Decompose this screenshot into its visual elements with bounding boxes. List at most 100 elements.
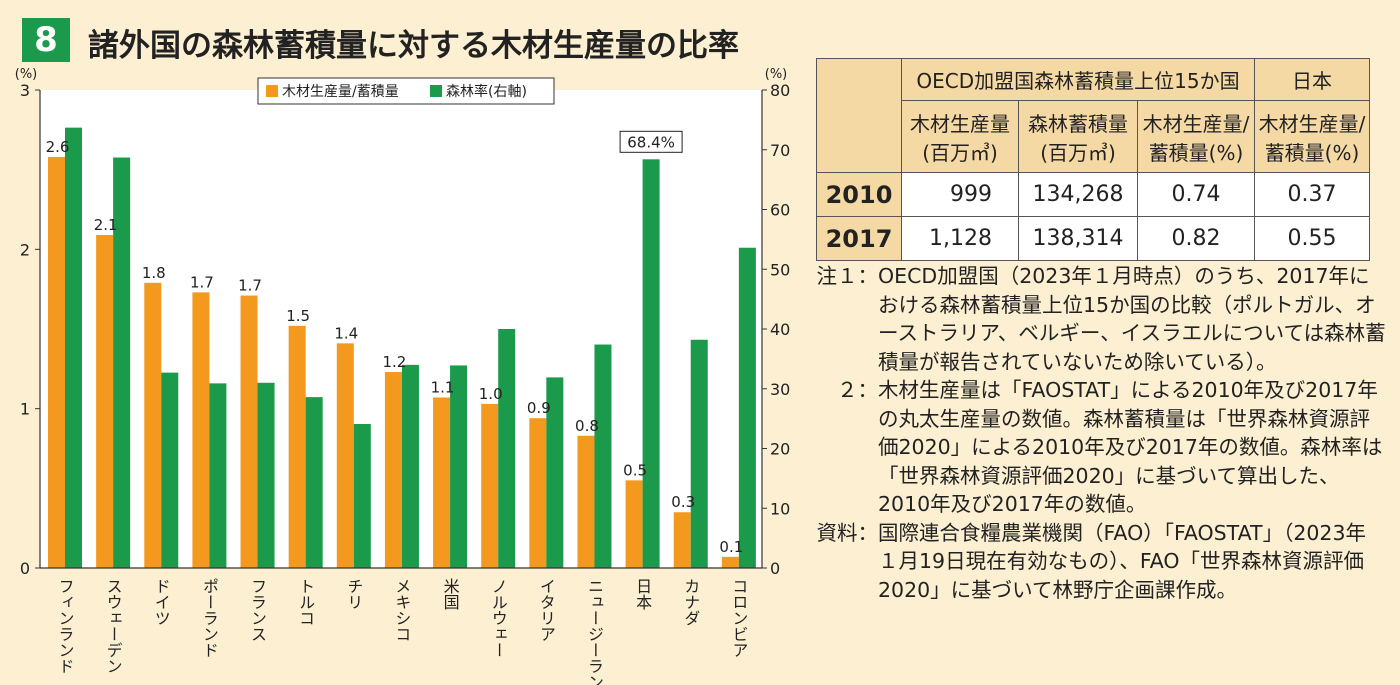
right-tick-label: 40	[770, 320, 790, 339]
bar-forest-rate	[209, 383, 227, 568]
cell-production: 1,128	[901, 216, 1019, 261]
category-label: イタリア	[537, 578, 556, 642]
cell-japan-ratio: 0.37	[1254, 172, 1370, 217]
note-text: OECD加盟国（2023年１月時点）のうち、2017年における森林蓄積量上位15…	[878, 264, 1386, 374]
data-label: 0.8	[575, 417, 599, 435]
category-label: カナダ	[681, 578, 700, 626]
row-year: 2017	[816, 216, 902, 261]
category-label: スウェーデン	[104, 578, 123, 674]
bar-wood-ratio	[240, 295, 258, 568]
data-label: 1.2	[383, 353, 407, 371]
data-table: OECD加盟国森林蓄積量上位15か国 日本 木材生産量 (百万㎥) 森林蓄積量 (百…	[816, 58, 1370, 261]
note-label: ２：	[837, 378, 878, 402]
right-tick-label: 60	[770, 201, 790, 220]
category-label: ポーランド	[200, 578, 219, 658]
category-label: チリ	[344, 578, 363, 610]
note-label: 資料：	[816, 520, 879, 545]
header-ratio: 木材生産量/蓄積量(%)	[1137, 100, 1255, 173]
bar-forest-rate	[257, 382, 275, 568]
right-axis-unit: (%)	[765, 67, 788, 82]
bar-wood-ratio	[481, 403, 499, 568]
table-row: 2010 999 134,268 0.74 0.37	[816, 172, 1370, 217]
notes: 注１： OECD加盟国（2023年１月時点）のうち、2017年における森林蓄積量…	[816, 262, 1386, 604]
note-text: 国際連合食糧農業機関（FAO）「FAOSTAT」（2023年１月19日現在有効な…	[878, 520, 1366, 602]
cell-stock: 134,268	[1018, 172, 1138, 217]
cell-ratio: 0.82	[1137, 216, 1255, 261]
data-label: 1.5	[286, 307, 310, 325]
bar-forest-rate	[161, 372, 179, 568]
left-axis-unit: (%)	[15, 67, 38, 82]
right-tick-label: 30	[770, 380, 790, 399]
bar-chart: 2.6 フィンランド 2.1 スウェーデン 1.8 ドイツ 1.7 ポーランド 1.7 フランス 1…	[15, 67, 791, 685]
cell-production: 999	[901, 172, 1019, 217]
data-label: 1.7	[238, 277, 262, 295]
row-year: 2010	[816, 172, 902, 217]
note-text: 木材生産量は「FAOSTAT」による2010年及び2017年の丸太生産量の数値。…	[878, 378, 1383, 516]
left-tick-label: 1	[20, 400, 30, 419]
header-oecd: OECD加盟国森林蓄積量上位15か国	[901, 58, 1255, 101]
bar-forest-rate	[353, 424, 371, 568]
data-label: 1.0	[479, 385, 503, 403]
callout-label: 68.4%	[627, 133, 675, 151]
header-japan: 日本	[1254, 58, 1370, 101]
category-label: フランス	[248, 578, 267, 642]
source-note: 資料： 国際連合食糧農業機関（FAO）「FAOSTAT」（2023年１月19日現…	[816, 519, 1386, 605]
bar-wood-ratio	[529, 418, 547, 568]
bar-wood-ratio	[96, 234, 114, 568]
bar-forest-rate	[546, 377, 564, 568]
right-tick-label: 70	[770, 141, 790, 160]
data-label: 2.1	[94, 216, 118, 234]
right-tick-label: 50	[770, 260, 790, 279]
bar-wood-ratio	[336, 343, 354, 568]
data-label: 1.4	[334, 324, 358, 342]
category-label: 米国	[441, 578, 460, 610]
right-tick-label: 10	[770, 499, 790, 518]
cell-ratio: 0.74	[1137, 172, 1255, 217]
bar-wood-ratio	[288, 325, 306, 568]
right-tick-label: 0	[770, 559, 780, 578]
data-label: 0.3	[671, 493, 695, 511]
note-label: 注１：	[816, 264, 879, 288]
bar-forest-rate	[642, 159, 660, 568]
category-label: ニュージーランド	[585, 578, 604, 685]
data-label: 1.8	[142, 264, 166, 282]
cell-stock: 138,314	[1018, 216, 1138, 261]
bar-wood-ratio	[577, 435, 595, 568]
bar-wood-ratio	[433, 397, 451, 568]
category-label: フィンランド	[56, 578, 75, 674]
data-label: 2.6	[46, 138, 70, 156]
cell-japan-ratio: 0.55	[1254, 216, 1370, 261]
category-label: メキシコ	[392, 578, 411, 642]
bar-wood-ratio	[48, 156, 65, 569]
right-tick-label: 80	[770, 81, 790, 100]
header-japan-ratio: 木材生産量/蓄積量(%)	[1254, 100, 1370, 173]
legend-swatch-forest-rate	[430, 85, 442, 97]
bar-wood-ratio	[192, 292, 210, 568]
bar-forest-rate	[113, 157, 131, 568]
legend-label-wood-ratio: 木材生産量/蓄積量	[282, 84, 399, 100]
note-2: ２： 木材生産量は「FAOSTAT」による2010年及び2017年の丸太生産量の…	[816, 376, 1386, 519]
category-label: 日本	[633, 578, 652, 610]
table-corner-cell	[816, 58, 902, 173]
bar-wood-ratio	[625, 480, 643, 568]
category-label: ノルウェー	[489, 578, 508, 658]
bar-forest-rate	[738, 247, 756, 569]
data-label: 1.7	[190, 273, 214, 291]
bar-forest-rate	[65, 127, 82, 568]
bar-wood-ratio	[384, 372, 402, 568]
callout-box	[619, 130, 683, 153]
chart-title: 諸外国の森林蓄積量に対する木材生産量の比率	[88, 28, 739, 64]
data-label: 0.9	[527, 399, 551, 417]
data-label: 0.1	[719, 538, 743, 556]
bar-forest-rate	[594, 344, 612, 568]
legend	[257, 77, 555, 105]
bar-wood-ratio	[721, 556, 739, 568]
bar-forest-rate	[401, 364, 419, 568]
data-label: 0.5	[623, 461, 647, 479]
bar-wood-ratio	[144, 282, 162, 568]
category-label: コロンビア	[729, 578, 748, 658]
data-label: 1.1	[431, 379, 455, 397]
legend-swatch-wood-ratio	[266, 85, 278, 97]
left-tick-label: 2	[20, 240, 30, 259]
table-row: 2017 1,128 138,314 0.82 0.55	[816, 216, 1370, 261]
